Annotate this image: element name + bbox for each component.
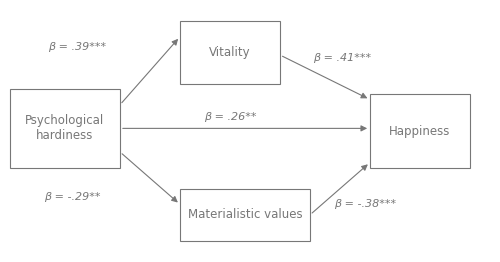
FancyBboxPatch shape	[180, 21, 280, 84]
Text: Vitality: Vitality	[209, 46, 251, 59]
Text: Happiness: Happiness	[390, 124, 450, 138]
Text: Psychological
hardiness: Psychological hardiness	[26, 114, 104, 142]
Text: β = .41***: β = .41***	[314, 53, 372, 63]
FancyBboxPatch shape	[370, 94, 470, 168]
FancyBboxPatch shape	[10, 89, 120, 168]
FancyBboxPatch shape	[180, 189, 310, 241]
Text: β = -.29**: β = -.29**	[44, 192, 101, 201]
Text: Materialistic values: Materialistic values	[188, 208, 302, 221]
Text: β = -.38***: β = -.38***	[334, 199, 396, 209]
Text: β = .39***: β = .39***	[48, 42, 106, 52]
Text: β = .26**: β = .26**	[204, 112, 256, 122]
